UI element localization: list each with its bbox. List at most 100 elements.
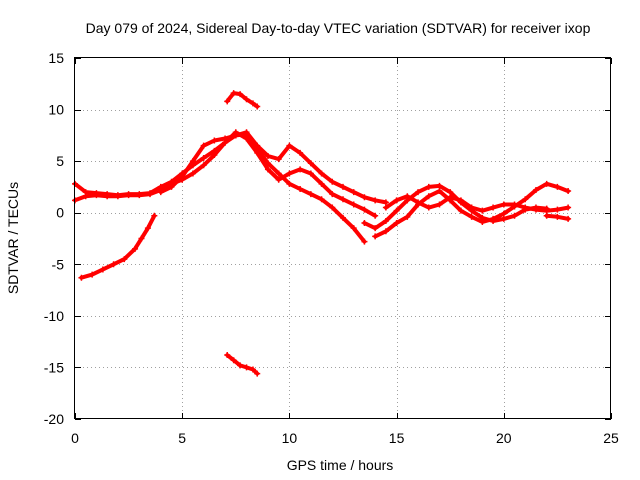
data-point [318, 196, 325, 203]
data-point [554, 183, 561, 190]
data-point [522, 204, 529, 211]
y-tick-label: -15 [44, 359, 64, 375]
data-point [237, 362, 244, 369]
x-tick-label: 15 [389, 430, 405, 446]
data-point [211, 137, 218, 144]
data-point [522, 196, 529, 203]
data-point [393, 197, 400, 204]
data-point [286, 170, 293, 177]
data-point [457, 197, 464, 204]
y-tick-label: 15 [48, 50, 64, 66]
data-point [318, 180, 325, 187]
x-tick-label: 0 [71, 430, 79, 446]
series-trace-10 [224, 352, 261, 377]
series-trace [158, 130, 388, 205]
data-point [151, 212, 158, 219]
series-trace-2 [72, 129, 379, 219]
data-point [286, 142, 293, 149]
y-tick-label: -10 [44, 308, 64, 324]
data-point [329, 178, 336, 185]
data-point [532, 187, 539, 194]
data-point [350, 189, 357, 196]
data-points [72, 90, 572, 377]
data-point [264, 166, 271, 173]
data-point [447, 189, 454, 196]
data-point [275, 170, 282, 177]
data-point [500, 201, 507, 208]
data-point [468, 204, 475, 211]
data-point [340, 196, 346, 203]
data-point [138, 235, 145, 242]
data-point [372, 212, 379, 219]
data-point [78, 274, 85, 281]
data-point [382, 228, 389, 235]
data-point [415, 189, 422, 196]
data-point [425, 183, 432, 190]
data-point [189, 158, 196, 165]
x-tick-label: 5 [178, 430, 186, 446]
data-point [361, 238, 368, 245]
data-point [350, 225, 357, 232]
data-point [372, 233, 379, 240]
data-point [554, 206, 561, 213]
data-point [393, 220, 400, 227]
data-point [200, 142, 207, 149]
data-point [500, 215, 507, 222]
y-tick-label: 0 [56, 205, 64, 221]
data-point [382, 199, 389, 206]
data-point [425, 193, 432, 200]
series-trace-5 [372, 180, 572, 240]
series-trace-9 [224, 90, 261, 110]
data-point [350, 201, 357, 208]
data-point [361, 194, 368, 201]
y-tick-label: -20 [44, 411, 64, 427]
data-point [82, 193, 89, 200]
grid [75, 58, 611, 419]
series-trace-7 [543, 212, 572, 222]
data-point [565, 204, 572, 211]
data-point [275, 156, 282, 163]
series-trace-3 [157, 129, 389, 206]
data-point [157, 189, 164, 196]
data-point [468, 213, 475, 220]
data-point [565, 188, 572, 195]
data-point [249, 366, 256, 373]
data-point [382, 217, 389, 224]
data-point [500, 210, 507, 217]
data-point [404, 213, 411, 220]
data-point [404, 193, 411, 200]
data-point [254, 370, 261, 377]
data-point [372, 225, 379, 232]
data-point [230, 357, 237, 364]
data-point [436, 182, 443, 189]
data-point [382, 204, 389, 211]
data-point [89, 271, 96, 278]
data-point [200, 155, 207, 162]
y-tick-label: 10 [48, 102, 64, 118]
data-point [307, 170, 314, 177]
data-point [104, 193, 111, 200]
data-point [99, 266, 106, 273]
data-point [275, 176, 282, 183]
data-point [479, 218, 486, 225]
data-point [372, 197, 379, 204]
data-point [144, 225, 151, 232]
data-point [415, 199, 422, 206]
data-point [254, 103, 261, 110]
data-point [222, 135, 229, 142]
data-point [254, 149, 261, 156]
data-point [436, 201, 443, 208]
data-point [447, 194, 454, 201]
data-point [457, 207, 464, 214]
data-point [243, 129, 250, 136]
data-point [436, 188, 443, 195]
data-point [543, 207, 550, 214]
data-point [340, 214, 346, 221]
data-point [200, 162, 207, 169]
chart-title: Day 079 of 2024, Sidereal Day-to-day VTE… [86, 20, 591, 36]
data-point [543, 212, 550, 219]
data-point [479, 207, 486, 214]
data-point [132, 245, 139, 252]
y-axis-label: SDTVAR / TECUs [5, 182, 21, 294]
